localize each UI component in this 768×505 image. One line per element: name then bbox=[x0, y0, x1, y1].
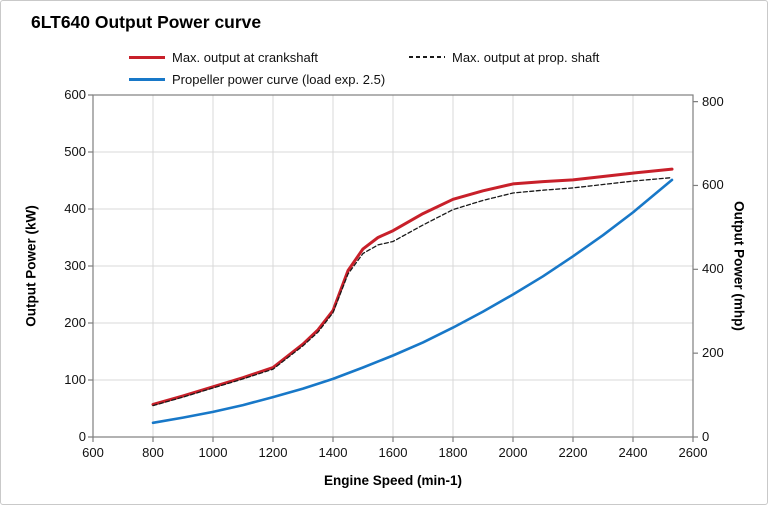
x-tick-label: 1600 bbox=[378, 445, 408, 460]
y-left-axis-title: Output Power (kW) bbox=[23, 205, 39, 327]
legend-label-prop-shaft: Max. output at prop. shaft bbox=[452, 49, 600, 65]
x-tick-label: 1200 bbox=[258, 445, 288, 460]
propeller-line-swatch-icon bbox=[129, 77, 165, 81]
x-axis-title: Engine Speed (min-1) bbox=[323, 473, 463, 488]
legend-label-propeller: Propeller power curve (load exp. 2.5) bbox=[172, 71, 386, 87]
y-left-tick-label: 100 bbox=[64, 372, 86, 387]
x-tick-label: 1800 bbox=[438, 445, 468, 460]
legend-item-propeller: Propeller power curve (load exp. 2.5) bbox=[129, 71, 385, 87]
x-tick-label: 2600 bbox=[678, 445, 708, 460]
y-left-tick-label: 200 bbox=[64, 315, 86, 330]
x-tick-label: 600 bbox=[82, 445, 104, 460]
legend-item-crankshaft: Max. output at crankshaft bbox=[129, 49, 318, 65]
y-left-tick-label: 300 bbox=[64, 258, 86, 273]
y-left-tick-label: 600 bbox=[64, 87, 86, 102]
x-tick-label: 2000 bbox=[498, 445, 528, 460]
y-right-tick-label: 600 bbox=[702, 177, 724, 193]
x-tick-label: 1000 bbox=[198, 445, 228, 460]
y-right-tick-label: 400 bbox=[702, 261, 724, 277]
series-crankshaft-curve bbox=[151, 167, 674, 406]
x-tick-label: 2400 bbox=[618, 445, 648, 460]
x-tick-label: 1400 bbox=[318, 445, 348, 460]
y-right-tick-label: 200 bbox=[702, 345, 724, 361]
x-tick-label: 800 bbox=[142, 445, 164, 460]
y-left-tick-label: 0 bbox=[78, 429, 86, 444]
y-right-tick-label: 800 bbox=[702, 93, 724, 109]
series-propeller-curve bbox=[151, 178, 674, 425]
crankshaft-line-swatch-icon bbox=[129, 55, 165, 59]
legend-label-crankshaft: Max. output at crankshaft bbox=[172, 49, 318, 65]
legend-item-prop-shaft: Max. output at prop. shaft bbox=[409, 49, 599, 65]
x-tick-label: 2200 bbox=[558, 445, 588, 460]
y-left-tick-label: 400 bbox=[64, 201, 86, 216]
y-left-tick-label: 500 bbox=[64, 144, 86, 159]
y-right-axis-title: Output Power (mhp) bbox=[731, 201, 747, 331]
series-prop-shaft-curve bbox=[152, 176, 673, 407]
y-right-tick-label: 0 bbox=[702, 429, 710, 444]
chart-title: 6LT640 Output Power curve bbox=[31, 12, 262, 32]
prop-shaft-line-swatch-icon bbox=[409, 56, 445, 58]
